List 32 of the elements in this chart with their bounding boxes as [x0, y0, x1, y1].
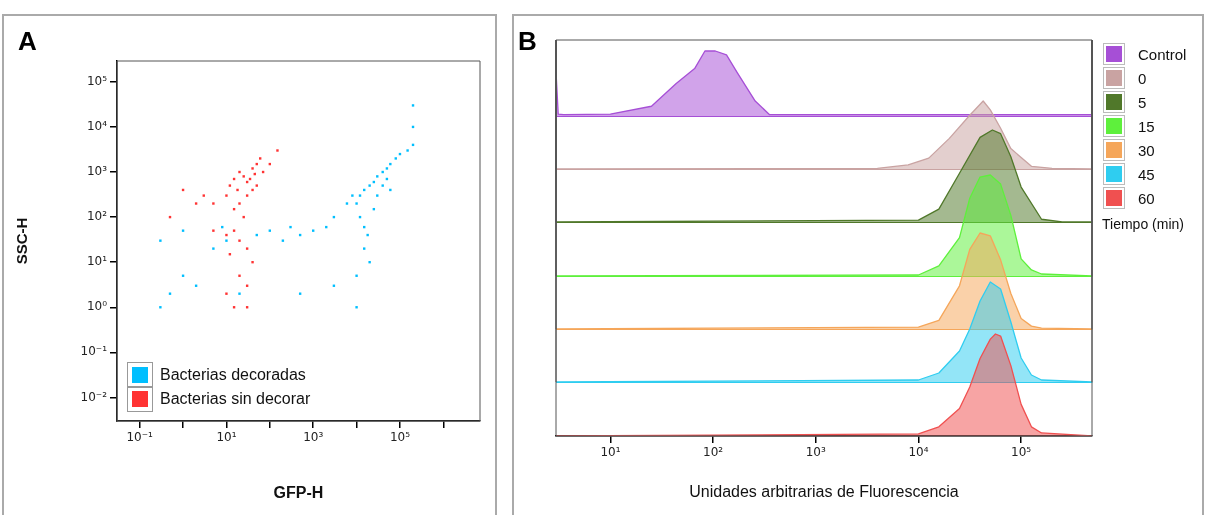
y-tick-label: 10⁰ [86, 299, 108, 314]
x-tick-label: 10⁴ [908, 445, 929, 460]
x-axis-title: Unidades arbitrarias de Fluorescencia [689, 482, 959, 500]
x-tick-label: 10⁻¹ [126, 430, 154, 445]
x-tick-label: 10³ [303, 430, 324, 445]
legend-label: 60 [1138, 189, 1155, 207]
x-tick-label: 10¹ [600, 445, 621, 460]
legend-label: 5 [1138, 93, 1147, 111]
chart-title: A [18, 26, 37, 57]
y-tick-label: 10⁻² [80, 389, 108, 404]
legend-label: Bacterias sin decorar [160, 390, 311, 408]
x-tick-label: 10⁵ [389, 430, 411, 445]
legend-label: 15 [1138, 117, 1155, 135]
y-tick-label: 10¹ [86, 254, 108, 269]
y-tick-label: 10⁴ [86, 119, 108, 134]
legend-title: Tiempo (min) [1102, 216, 1184, 232]
x-tick-label: 10⁵ [1011, 445, 1032, 460]
chart-title: B [518, 26, 537, 57]
y-tick-label: 10³ [86, 164, 108, 179]
y-tick-label: 10⁻¹ [80, 344, 108, 359]
x-axis-title: GFP-H [273, 483, 324, 501]
x-tick-label: 10³ [805, 445, 827, 460]
y-axis-title: SSC-H [13, 217, 31, 265]
legend-label: Bacterias decoradas [160, 366, 306, 384]
legend-label: 0 [1138, 69, 1147, 87]
y-tick-label: 10⁵ [86, 73, 108, 88]
legend-label: Control [1138, 45, 1187, 63]
legend-label: 30 [1138, 141, 1155, 159]
legend-label: 45 [1138, 165, 1155, 183]
x-tick-label: 10² [703, 445, 724, 460]
y-tick-label: 10² [86, 209, 108, 224]
x-tick-label: 10¹ [216, 430, 237, 445]
